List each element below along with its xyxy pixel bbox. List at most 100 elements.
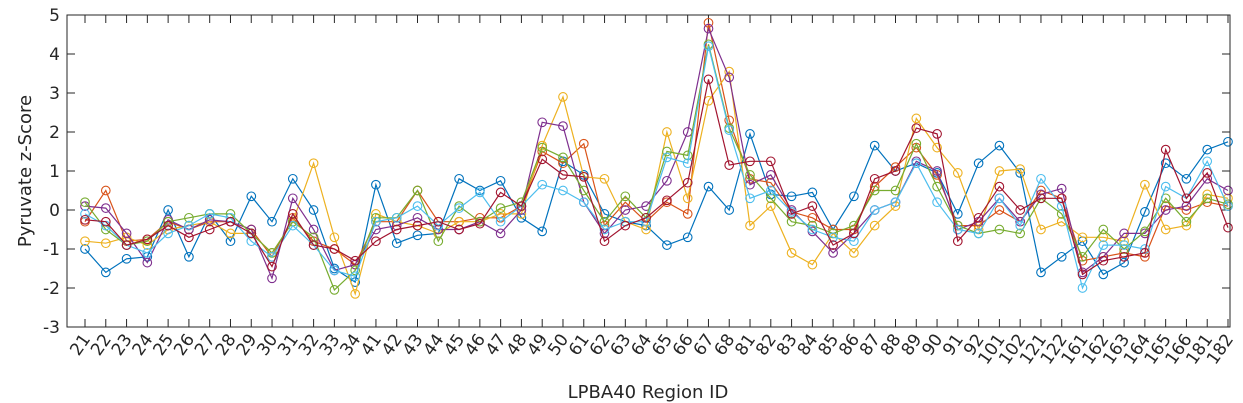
- data-point: [578, 171, 589, 182]
- data-point: [724, 160, 735, 170]
- data-point: [765, 156, 776, 167]
- data-point: [1202, 168, 1213, 178]
- data-point: [1098, 255, 1109, 266]
- data-point: [1036, 193, 1046, 204]
- data-point: [869, 173, 880, 184]
- series-layer: [80, 17, 1233, 299]
- data-point: [724, 115, 735, 126]
- y-axis-label: Pyruvate z-Score: [15, 95, 36, 247]
- data-point: [786, 216, 797, 227]
- data-point: [890, 185, 901, 196]
- data-point: [121, 253, 132, 264]
- data-point: [80, 236, 90, 247]
- data-point: [578, 138, 589, 149]
- data-point: [1223, 185, 1233, 196]
- data-point: [329, 285, 340, 295]
- data-point: [267, 216, 277, 227]
- data-point: [537, 142, 548, 153]
- data-point: [537, 179, 548, 190]
- data-point: [1077, 283, 1088, 293]
- series-line: [84, 46, 1229, 290]
- series-line: [84, 131, 1229, 284]
- data-point: [80, 197, 90, 208]
- data-point: [994, 224, 1005, 235]
- data-point: [558, 185, 568, 196]
- data-point: [1036, 267, 1046, 278]
- data-point: [1056, 251, 1067, 262]
- plot-background: [67, 15, 1230, 327]
- data-point: [745, 170, 755, 180]
- data-point: [184, 251, 194, 262]
- data-point: [932, 197, 942, 208]
- data-point: [350, 271, 361, 282]
- data-point: [765, 193, 776, 204]
- data-point: [537, 154, 548, 165]
- data-point: [807, 224, 818, 235]
- data-point: [682, 209, 693, 219]
- data-point: [973, 212, 984, 223]
- data-point: [412, 201, 423, 211]
- data-point: [952, 236, 963, 247]
- series-s7: [80, 74, 1233, 280]
- data-point: [329, 244, 340, 254]
- data-point: [745, 193, 755, 204]
- y-tick-label: -2: [43, 279, 60, 299]
- data-point: [412, 185, 423, 196]
- data-point: [952, 224, 963, 235]
- data-point: [1181, 173, 1192, 184]
- data-point: [786, 209, 797, 219]
- data-point: [1098, 240, 1109, 250]
- data-point: [163, 228, 173, 239]
- data-point: [371, 236, 381, 247]
- y-tick-label: 5: [49, 6, 60, 26]
- data-point: [80, 209, 90, 219]
- data-point: [142, 234, 153, 245]
- data-point: [371, 179, 381, 190]
- data-point: [682, 193, 693, 204]
- data-point: [849, 236, 859, 247]
- data-point: [121, 228, 132, 239]
- data-point: [662, 146, 672, 157]
- data-point: [786, 191, 797, 202]
- data-point: [911, 123, 922, 133]
- data-point: [828, 248, 838, 258]
- data-point: [1119, 251, 1129, 262]
- data-point: [454, 203, 464, 213]
- data-point: [578, 197, 589, 208]
- y-tick-label: 3: [49, 84, 60, 104]
- data-point: [204, 224, 215, 235]
- data-point: [475, 218, 485, 229]
- data-point: [184, 220, 194, 231]
- data-point: [308, 158, 319, 169]
- data-point: [1036, 224, 1046, 235]
- data-point: [1223, 222, 1233, 233]
- data-point: [246, 191, 257, 202]
- data-point: [994, 140, 1005, 151]
- data-point: [1015, 164, 1026, 174]
- data-point: [1119, 257, 1129, 268]
- y-tick-label: 0: [49, 201, 60, 221]
- data-point: [1202, 193, 1213, 204]
- data-point: [641, 212, 651, 223]
- data-point: [287, 193, 298, 204]
- data-point: [994, 181, 1005, 192]
- data-point: [142, 257, 153, 268]
- data-point: [911, 158, 922, 169]
- series-line: [84, 44, 1229, 291]
- data-point: [662, 175, 672, 186]
- data-point: [308, 232, 319, 243]
- data-point: [599, 216, 610, 227]
- data-point: [807, 259, 818, 270]
- data-point: [1181, 193, 1192, 204]
- data-point: [121, 240, 132, 250]
- data-point: [599, 209, 610, 219]
- data-point: [662, 127, 672, 137]
- data-point: [1015, 220, 1026, 231]
- data-point: [1160, 181, 1171, 192]
- data-point: [558, 170, 568, 180]
- data-point: [1015, 228, 1026, 239]
- data-point: [100, 267, 111, 278]
- data-point: [391, 212, 402, 223]
- data-point: [350, 289, 361, 299]
